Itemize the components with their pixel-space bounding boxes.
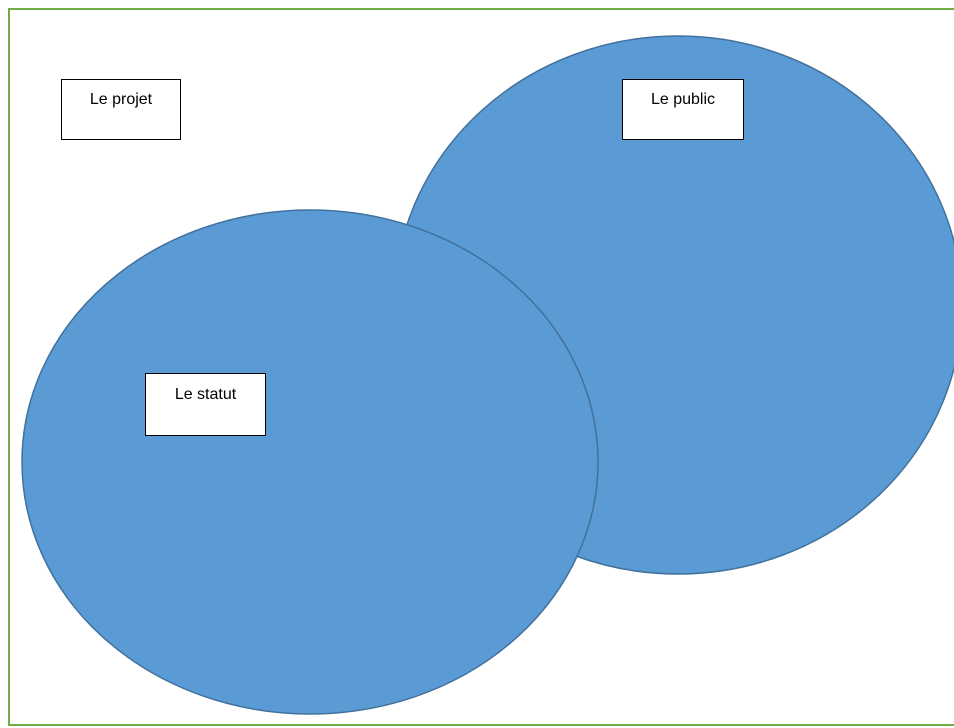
label-projet-text: Le projet: [89, 91, 153, 108]
label-statut-text: Le statut: [174, 386, 237, 403]
page-border: [8, 8, 954, 726]
statut-ellipse: [21, 209, 599, 715]
label-projet: Le projet: [61, 79, 181, 140]
label-statut: Le statut: [145, 373, 266, 436]
label-public-text: Le public: [650, 91, 716, 108]
label-public: Le public: [622, 79, 744, 140]
